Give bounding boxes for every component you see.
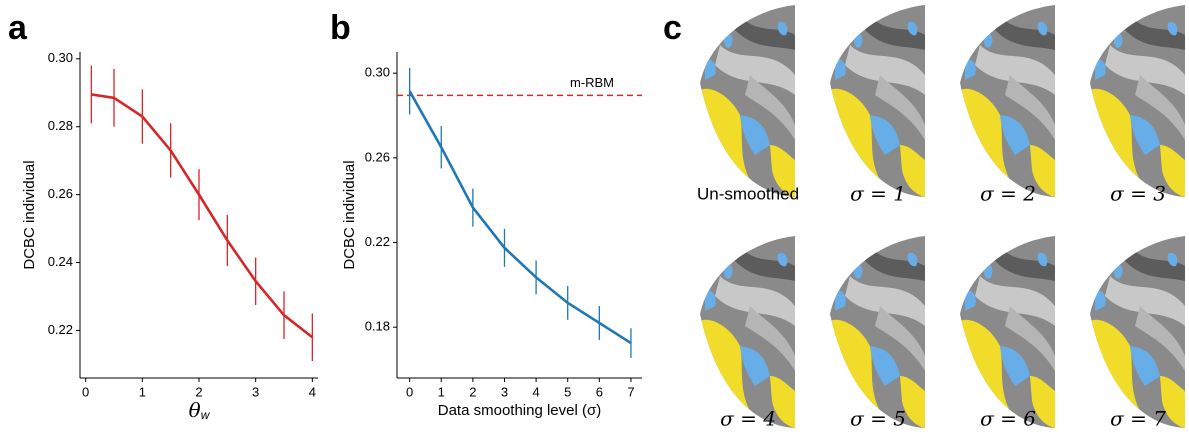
data-line — [91, 93, 314, 339]
x-axis-label-symbol: θ — [189, 398, 201, 422]
reference-label: m-RBM — [570, 75, 614, 90]
y-tick-label: 0.22 — [365, 234, 390, 249]
data-line — [408, 90, 632, 345]
y-tick-label: 0.22 — [48, 322, 73, 337]
image-caption: Un-smoothed — [697, 184, 799, 203]
y-tick-label: 0.30 — [365, 65, 390, 80]
brain-image — [960, 5, 1055, 205]
panel-label: b — [330, 9, 351, 47]
image-caption: σ = 4 — [720, 407, 776, 431]
image-caption: σ = 7 — [1110, 407, 1166, 431]
image-caption: σ = 2 — [980, 182, 1036, 206]
y-tick-label: 0.28 — [48, 118, 73, 133]
image-caption: σ = 6 — [980, 407, 1036, 431]
x-tick-label: 4 — [309, 384, 316, 399]
x-tick-label: 0 — [406, 384, 413, 399]
image-caption: σ = 1 — [850, 182, 906, 206]
x-tick-label: 1 — [438, 384, 445, 399]
x-axis-label: θw — [189, 398, 211, 423]
x-tick-label: 5 — [564, 384, 571, 399]
x-tick-label: 1 — [139, 384, 146, 399]
x-axis-label-subscript: w — [201, 408, 211, 422]
image-caption: σ = 3 — [1110, 182, 1166, 206]
y-tick-label: 0.26 — [48, 186, 73, 201]
x-tick-label: 7 — [627, 384, 634, 399]
x-tick-label: 2 — [195, 384, 202, 399]
brain-image — [700, 5, 795, 205]
x-tick-label: 2 — [469, 384, 476, 399]
x-tick-label: 4 — [532, 384, 539, 399]
x-tick-label: 3 — [252, 384, 259, 399]
x-tick-label: 0 — [82, 384, 89, 399]
y-tick-label: 0.24 — [48, 254, 73, 269]
y-axis-label: DCBC individual — [341, 160, 358, 269]
y-tick-label: 0.18 — [365, 319, 390, 334]
y-tick-label: 0.30 — [48, 50, 73, 65]
x-tick-label: 6 — [596, 384, 603, 399]
y-tick-label: 0.26 — [365, 149, 390, 164]
brain-image — [830, 5, 925, 205]
panel-label: a — [8, 9, 28, 47]
x-tick-label: 3 — [501, 384, 508, 399]
x-axis-label: Data smoothing level (σ) — [438, 402, 602, 419]
panel-label: c — [663, 9, 682, 47]
brain-image — [1090, 5, 1185, 205]
y-axis-label: DCBC individual — [21, 160, 38, 269]
image-caption: σ = 5 — [850, 407, 906, 431]
